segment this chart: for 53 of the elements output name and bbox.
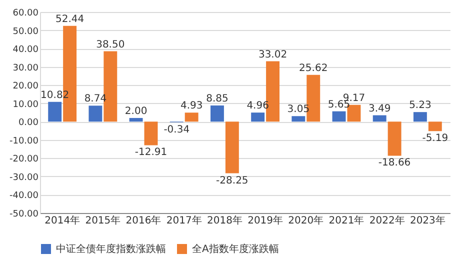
y-tick-label: -20.00 [9, 154, 39, 165]
data-label: -28.25 [216, 175, 248, 186]
x-tick-label: 2017年 [166, 214, 202, 226]
bar [88, 106, 102, 122]
x-tick-label: 2018年 [206, 214, 242, 226]
x-tick-label: 2022年 [369, 214, 405, 226]
bar [184, 112, 198, 122]
x-tick-label: 2020年 [288, 214, 324, 226]
data-label: 8.85 [206, 93, 228, 104]
data-label: 5.65 [328, 99, 350, 110]
bar [372, 115, 386, 122]
bar [332, 111, 346, 122]
bar [251, 112, 265, 122]
bar [292, 116, 306, 122]
legend-label: 中证全债年度指数涨跌幅 [56, 243, 166, 255]
data-label: 33.02 [258, 49, 288, 60]
bar [210, 105, 224, 122]
y-tick-label: 30.00 [12, 63, 39, 74]
data-label: 5.23 [409, 100, 432, 112]
x-tick-label: 2021年 [328, 214, 364, 226]
data-label: 3.49 [368, 103, 391, 114]
y-tick-label: 50.00 [12, 26, 39, 37]
data-label: -18.66 [378, 158, 411, 169]
data-label: 2.00 [124, 106, 148, 117]
y-tick-label: -50.00 [9, 210, 39, 220]
x-tick-label: 2016年 [126, 214, 162, 226]
x-tick-label: 2019年 [248, 214, 284, 226]
y-tick-label: -30.00 [9, 172, 39, 183]
data-label: 4.93 [180, 100, 203, 112]
bar [129, 118, 143, 122]
x-tick-label: 2023年 [410, 214, 446, 226]
data-label: 38.50 [96, 39, 125, 50]
bar [48, 102, 62, 122]
legend-label: 全A指数年度涨跌幅 [192, 243, 279, 255]
y-tick-label: 0.00 [18, 118, 39, 128]
bar [413, 112, 427, 122]
bar [144, 122, 158, 146]
data-label: -5.19 [422, 133, 448, 144]
y-tick-label: -40.00 [9, 191, 39, 202]
data-label: 52.44 [55, 14, 84, 25]
y-tick-label: 10.00 [12, 100, 39, 110]
y-tick-label: -10.00 [9, 136, 39, 146]
data-label: 25.62 [299, 62, 328, 74]
x-tick-label: 2014年 [44, 214, 80, 226]
bar [225, 122, 239, 174]
data-label: -12.91 [134, 147, 168, 158]
bar [428, 122, 442, 132]
y-tick-label: 60.00 [12, 8, 39, 18]
y-tick-label: 40.00 [12, 45, 39, 56]
data-label: -0.34 [164, 124, 190, 136]
y-tick-label: 20.00 [12, 82, 39, 92]
bar [388, 122, 402, 156]
x-tick-label: 2015年 [85, 214, 121, 226]
